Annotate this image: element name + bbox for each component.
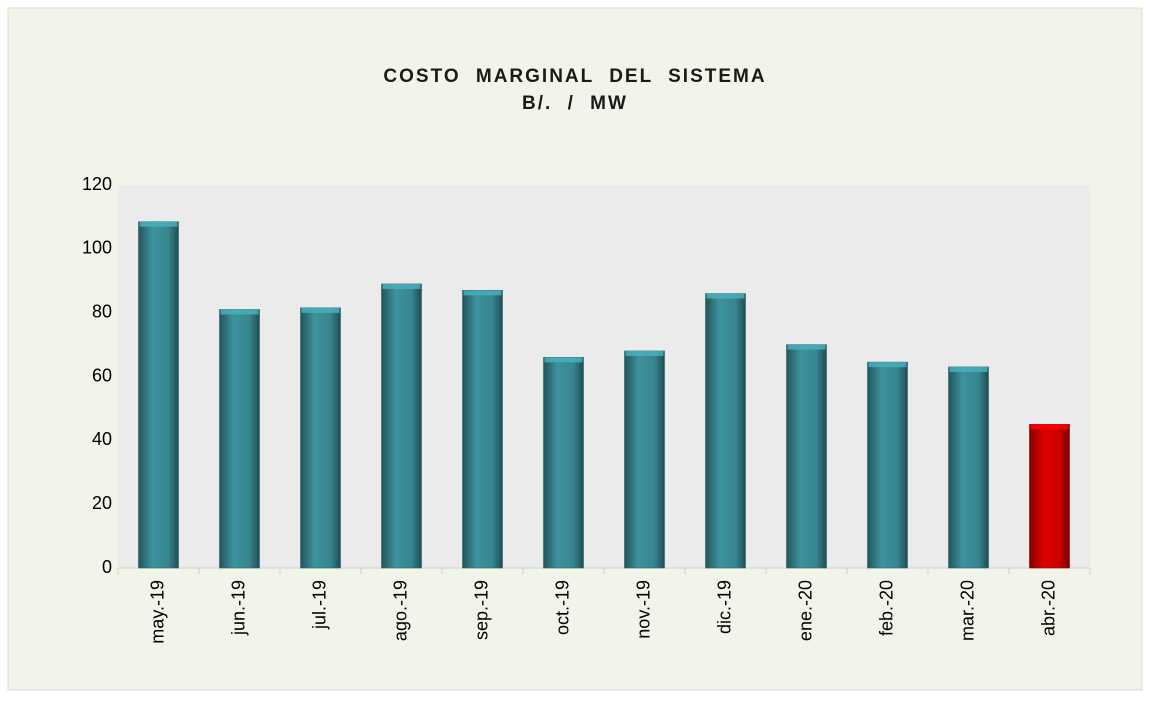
chart-subtitle: B/. / MW (522, 93, 628, 114)
bar (705, 293, 746, 569)
x-tick-label: dic.-19 (714, 580, 734, 634)
x-tick-label: oct.-19 (552, 580, 572, 635)
x-tick-label: mar.-20 (957, 580, 977, 641)
bar-cap (949, 366, 988, 372)
bar-cap (544, 357, 583, 363)
bar-cap (139, 221, 178, 227)
y-tick-label: 60 (92, 365, 112, 385)
bar (867, 361, 908, 569)
bar (462, 290, 503, 569)
x-tick-label: jul.-19 (309, 580, 329, 630)
bar (624, 350, 665, 569)
bar-cap (382, 283, 421, 289)
bar-cap (463, 290, 502, 296)
x-tick-label: abr.-20 (1038, 580, 1058, 636)
bar (1029, 424, 1070, 569)
y-tick-label: 120 (82, 174, 112, 194)
x-tick-label: ene.-20 (795, 580, 815, 641)
y-tick-label: 100 (82, 238, 112, 258)
bar-cap (706, 293, 745, 299)
bar (219, 309, 260, 569)
bar (381, 283, 422, 569)
y-tick-label: 20 (92, 493, 112, 513)
bar (543, 357, 584, 569)
bar (138, 221, 179, 569)
plot-area (118, 185, 1090, 568)
x-tick-label: sep.-19 (471, 580, 491, 640)
y-tick-label: 40 (92, 429, 112, 449)
x-tick-label: jun.-19 (228, 580, 248, 636)
y-tick-label: 0 (102, 557, 112, 577)
x-tick-label: feb.-20 (876, 580, 896, 636)
bar-cap (301, 307, 340, 313)
x-tick-label: ago.-19 (390, 580, 410, 641)
bar (300, 307, 341, 569)
x-tick-label: may.-19 (147, 580, 167, 644)
bar-cap (1030, 424, 1069, 430)
bar-cap (868, 362, 907, 368)
y-tick-label: 80 (92, 301, 112, 321)
bar (786, 344, 827, 569)
bar (948, 366, 989, 569)
bar-cap (625, 350, 664, 356)
x-tick-label: nov.-19 (633, 580, 653, 639)
bar-cap (787, 344, 826, 350)
bar-cap (220, 309, 259, 315)
chart-title: COSTO MARGINAL DEL SISTEMA (383, 66, 766, 87)
